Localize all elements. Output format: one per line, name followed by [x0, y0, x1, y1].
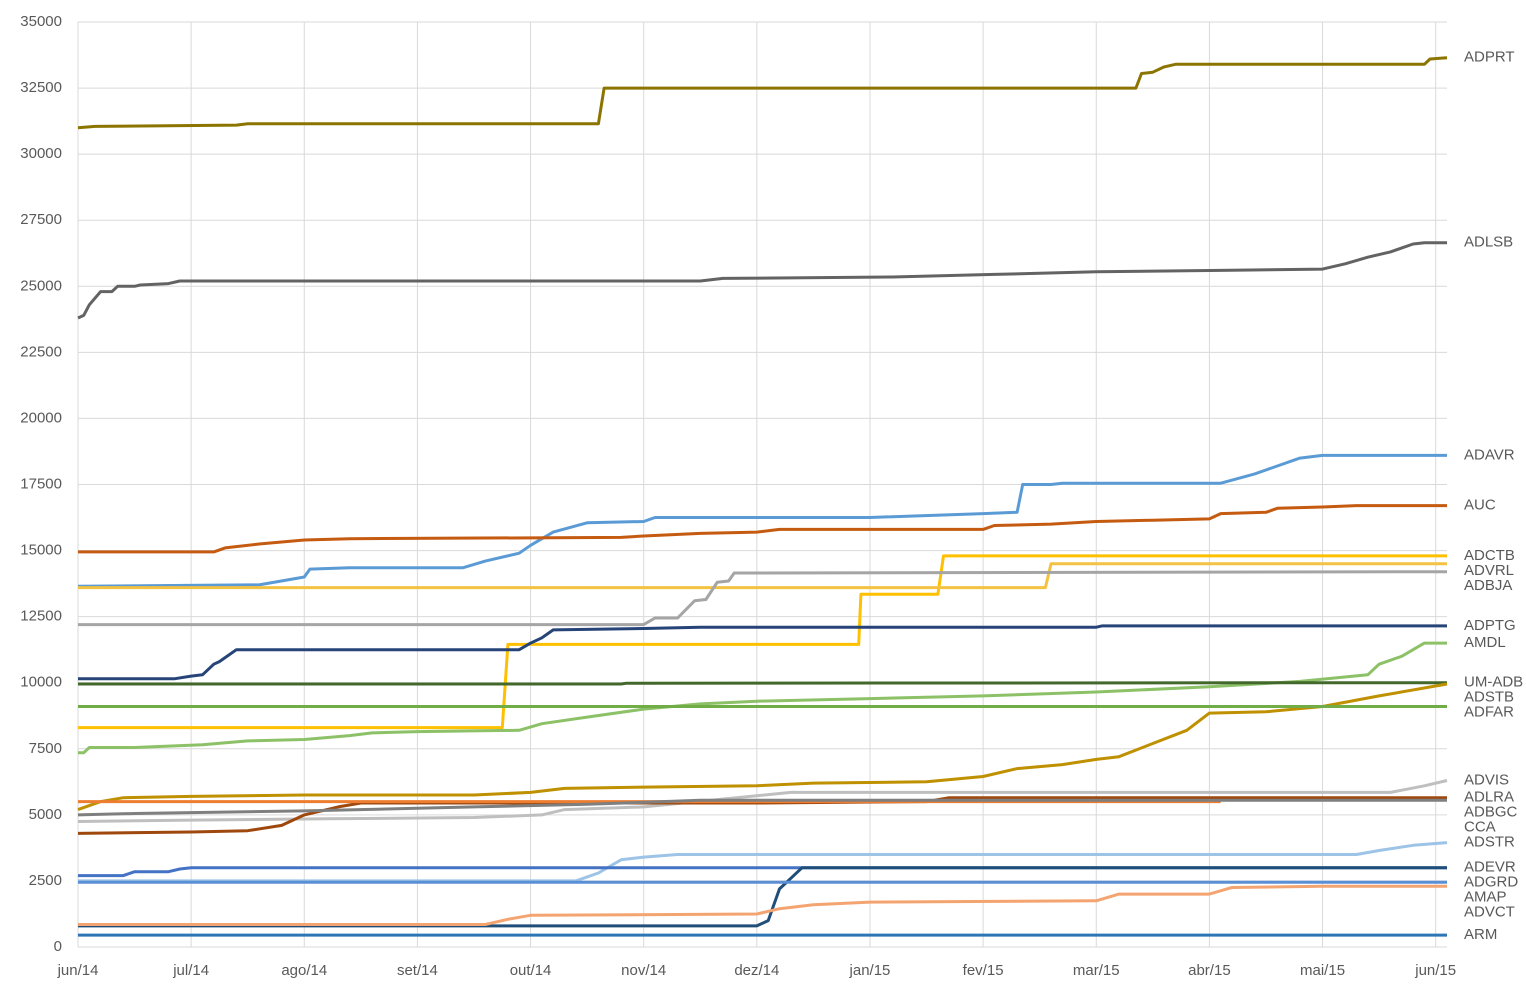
y-tick-label: 25000 — [20, 277, 62, 294]
series-label: ADVIS — [1464, 771, 1509, 788]
x-tick-label: dez/14 — [734, 962, 779, 979]
series-label: ADPRT — [1464, 49, 1515, 66]
series-label: AUC — [1464, 497, 1496, 514]
series-label: ADSTR — [1464, 834, 1515, 851]
series-label: ADGRD — [1464, 874, 1518, 891]
series-label: ADLSB — [1464, 234, 1513, 251]
x-tick-label: fev/15 — [963, 962, 1004, 979]
series-label: ADCTB — [1464, 547, 1515, 564]
series-line — [78, 624, 1447, 681]
y-tick-label: 2500 — [29, 872, 62, 889]
x-tick-label: set/14 — [397, 962, 438, 979]
series-label: AMAP — [1464, 889, 1507, 906]
y-tick-label: 12500 — [20, 608, 62, 625]
x-tick-label: mar/15 — [1073, 962, 1120, 979]
x-tick-label: jul/14 — [172, 962, 209, 979]
x-tick-label: mai/15 — [1300, 962, 1345, 979]
x-tick-label: jun/15 — [1414, 962, 1456, 979]
x-tick-label: jun/14 — [57, 962, 99, 979]
series-line — [78, 866, 1447, 878]
y-tick-label: 30000 — [20, 145, 62, 162]
series-line — [78, 641, 1447, 755]
series-line — [78, 866, 1447, 928]
y-tick-label: 10000 — [20, 674, 62, 691]
series-line — [77, 453, 1447, 588]
series-label: ADSTB — [1464, 689, 1514, 706]
y-tick-label: 0 — [54, 938, 62, 955]
y-tick-label: 15000 — [20, 542, 62, 559]
y-tick-label: 20000 — [20, 409, 62, 426]
series-label: ADFAR — [1464, 704, 1514, 721]
series-label: AMDL — [1464, 634, 1506, 651]
series-line — [78, 841, 1448, 883]
series-label: ADEVR — [1464, 859, 1516, 876]
series-line — [78, 681, 1448, 686]
series-label: ADLRA — [1464, 789, 1514, 806]
y-tick-label: 7500 — [29, 740, 62, 757]
series-line — [78, 570, 1448, 627]
series-line — [77, 56, 1448, 130]
series-label: ARM — [1464, 926, 1497, 943]
series-label: ADPTG — [1464, 617, 1516, 634]
series-line — [77, 798, 1447, 817]
series-line — [77, 241, 1447, 320]
series-line — [78, 504, 1447, 554]
series-label: ADBGC — [1464, 804, 1518, 821]
x-tick-label: nov/14 — [621, 962, 666, 979]
y-tick-label: 5000 — [29, 806, 62, 823]
x-tick-label: ago/14 — [281, 962, 327, 979]
y-tick-label: 32500 — [20, 79, 62, 96]
series-line — [78, 554, 1447, 730]
x-tick-label: abr/15 — [1188, 962, 1231, 979]
series-line — [78, 562, 1447, 590]
series-label: UM-ADB — [1464, 674, 1523, 691]
series-label: ADVRL — [1464, 562, 1514, 579]
series-label: ADAVR — [1464, 446, 1515, 463]
series-line — [77, 779, 1448, 823]
y-tick-label: 35000 — [20, 13, 62, 30]
y-tick-label: 17500 — [20, 475, 62, 492]
series-line — [77, 682, 1448, 812]
series-label: ADVCT — [1464, 904, 1515, 921]
y-tick-label: 22500 — [20, 343, 62, 360]
series-label: ADBJA — [1464, 577, 1512, 594]
x-tick-label: out/14 — [510, 962, 552, 979]
y-tick-label: 27500 — [20, 211, 62, 228]
series-label: CCA — [1464, 819, 1496, 836]
series-line — [78, 884, 1447, 926]
x-tick-label: jan/15 — [849, 962, 891, 979]
